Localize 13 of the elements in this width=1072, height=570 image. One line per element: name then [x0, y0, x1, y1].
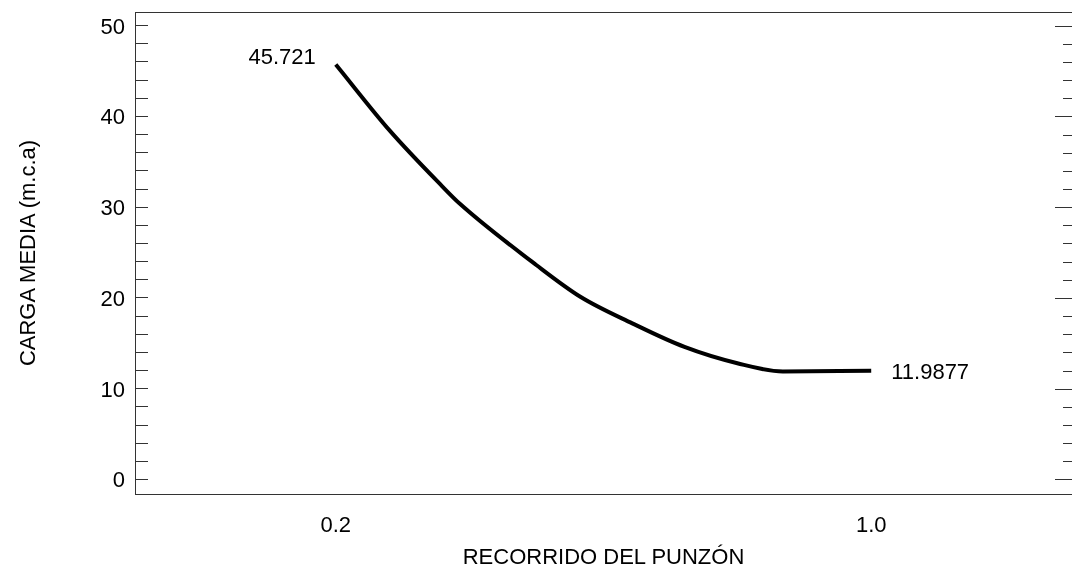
y-tick-label: 10 [100, 376, 125, 402]
y-axis-title: CARGA MEDIA (m.c.a) [15, 139, 41, 367]
x-tick-label: 1.0 [855, 512, 887, 537]
y-tick-label: 50 [100, 13, 125, 39]
y-tick-label: 40 [100, 104, 125, 130]
x-axis-title: RECORRIDO DEL PUNZÓN [462, 544, 745, 569]
x-tick-label: 0.2 [320, 512, 352, 537]
y-tick-label: 30 [100, 195, 125, 221]
annotation: 11.9877 [891, 358, 970, 384]
annotation: 45.721 [248, 44, 316, 70]
y-tick-label: 20 [100, 285, 125, 311]
y-tick-label: 0 [112, 467, 125, 493]
line-series [333, 62, 874, 374]
